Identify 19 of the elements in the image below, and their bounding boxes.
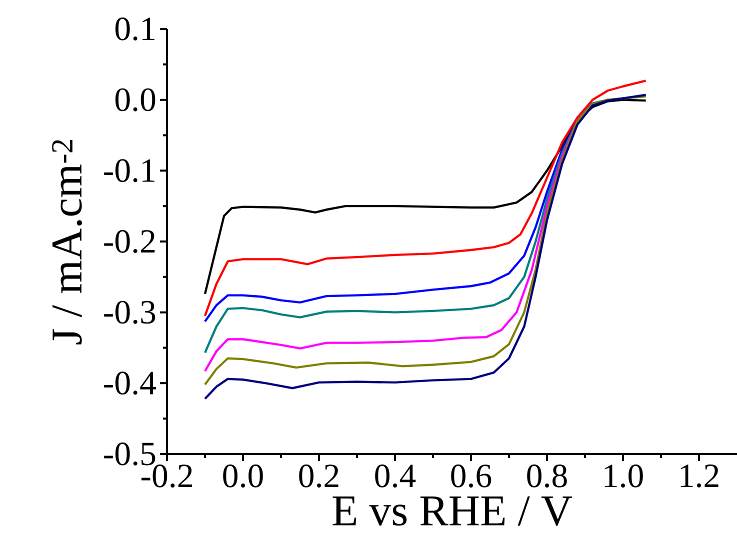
x-tick-label: 0.6: [451, 464, 492, 488]
x-tick-label: 0.8: [527, 464, 567, 488]
x-axis-title: E vs RHE / V: [332, 496, 572, 526]
y-tick-label: -0.1: [104, 159, 154, 182]
line-series: [204, 80, 647, 317]
y-tick-label: 0.1: [115, 17, 154, 41]
x-tick-label: 0.2: [299, 464, 338, 488]
y-tick-label: -0.2: [104, 230, 155, 254]
line-series: [204, 98, 647, 296]
x-tick-label: 1.2: [680, 464, 718, 488]
y-axis-title: J / mA.cm$^{-2}$: [52, 140, 82, 344]
y-tick-label: 0.0: [115, 88, 156, 112]
x-tick-label: -0.2: [141, 464, 192, 488]
x-tick-label: 0.0: [223, 464, 263, 488]
y-tick-label: -0.5: [104, 442, 156, 466]
x-tick-label: 1.0: [604, 464, 643, 488]
y-tick-label: -0.3: [104, 300, 156, 324]
x-tick-label: 0.4: [375, 464, 416, 488]
y-tick-label: -0.4: [104, 372, 156, 395]
